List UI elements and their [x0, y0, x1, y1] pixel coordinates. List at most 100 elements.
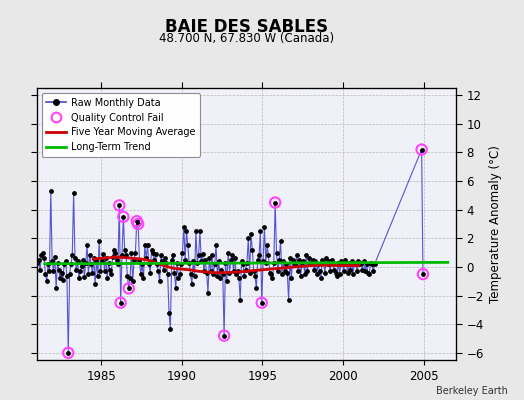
Point	[224, 250, 232, 256]
Point	[178, 250, 187, 256]
Point	[182, 228, 191, 234]
Point	[303, 268, 312, 274]
Point	[223, 278, 231, 284]
Point	[294, 268, 302, 274]
Point	[200, 268, 208, 274]
Point	[255, 252, 263, 259]
Point	[257, 300, 266, 306]
Point	[119, 214, 127, 220]
Point	[301, 271, 309, 277]
Point	[154, 268, 162, 274]
Point	[242, 267, 250, 273]
Point	[121, 246, 129, 253]
Point	[319, 260, 328, 266]
Point	[42, 278, 51, 284]
Point	[45, 268, 53, 274]
Point	[53, 260, 62, 266]
Point	[84, 271, 93, 277]
Point	[325, 258, 333, 264]
Point	[292, 252, 301, 259]
Point	[236, 297, 244, 303]
Point	[63, 272, 71, 279]
Point	[201, 256, 210, 263]
Point	[219, 271, 227, 277]
Point	[97, 258, 106, 264]
Point	[419, 271, 427, 277]
Point	[418, 146, 426, 153]
Point	[47, 188, 55, 194]
Point	[261, 260, 270, 266]
Point	[180, 224, 188, 230]
Point	[280, 268, 289, 274]
Point	[254, 256, 262, 263]
Point	[330, 267, 339, 273]
Point	[100, 268, 108, 274]
Point	[88, 270, 96, 276]
Point	[123, 272, 132, 279]
Point	[283, 270, 291, 276]
Point	[285, 297, 293, 303]
Point	[110, 246, 118, 253]
Point	[95, 238, 103, 244]
Point	[71, 255, 79, 262]
Point	[252, 285, 260, 292]
Point	[48, 258, 56, 264]
Point	[103, 275, 112, 282]
Point	[174, 275, 183, 282]
Point	[188, 281, 196, 287]
Text: 48.700 N, 67.830 W (Canada): 48.700 N, 67.830 W (Canada)	[159, 32, 334, 45]
Point	[216, 275, 224, 282]
Point	[326, 268, 334, 274]
Point	[66, 271, 74, 277]
Point	[214, 258, 223, 264]
Point	[353, 268, 362, 274]
Point	[125, 285, 133, 292]
Legend: Raw Monthly Data, Quality Control Fail, Five Year Moving Average, Long-Term Tren: Raw Monthly Data, Quality Control Fail, …	[41, 93, 200, 157]
Point	[338, 261, 346, 267]
Point	[113, 256, 121, 263]
Point	[189, 258, 198, 264]
Point	[247, 231, 255, 237]
Point	[298, 260, 306, 266]
Point	[44, 261, 52, 267]
Point	[158, 258, 167, 264]
Point	[357, 260, 365, 266]
Point	[91, 281, 100, 287]
Point	[149, 250, 157, 256]
Point	[168, 256, 176, 263]
Point	[130, 256, 138, 263]
Point	[125, 285, 133, 292]
Point	[135, 258, 144, 264]
Point	[144, 242, 152, 249]
Point	[87, 261, 95, 267]
Point	[41, 271, 50, 277]
Point	[313, 271, 321, 277]
Point	[102, 255, 110, 262]
Point	[232, 271, 241, 277]
Point	[152, 261, 161, 267]
Point	[170, 270, 179, 276]
Point	[96, 268, 105, 274]
Point	[161, 255, 169, 262]
Point	[116, 300, 125, 306]
Point	[341, 256, 349, 263]
Point	[231, 255, 239, 262]
Point	[290, 260, 298, 266]
Point	[138, 261, 146, 267]
Point	[233, 268, 242, 274]
Point	[337, 258, 345, 264]
Point	[359, 258, 368, 264]
Point	[133, 218, 141, 224]
Point	[68, 252, 77, 259]
Point	[94, 272, 102, 279]
Point	[139, 275, 148, 282]
Point	[37, 252, 46, 259]
Point	[72, 267, 81, 273]
Point	[297, 272, 305, 279]
Point	[314, 261, 322, 267]
Point	[137, 271, 145, 277]
Point	[315, 268, 324, 274]
Point	[99, 251, 107, 257]
Point	[228, 252, 236, 259]
Point	[206, 268, 215, 274]
